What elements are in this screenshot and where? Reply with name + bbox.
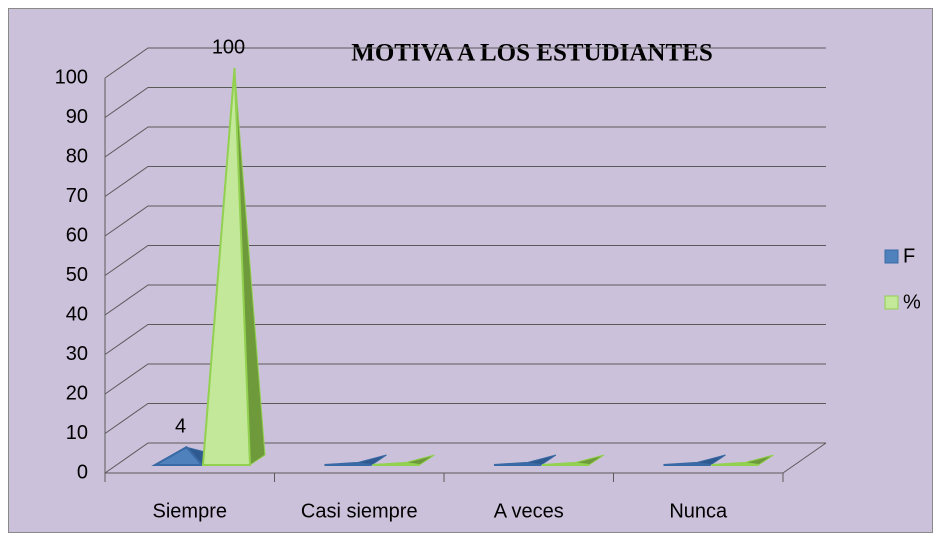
x-tick-label: Casi siempre bbox=[301, 500, 418, 522]
grid-line bbox=[104, 47, 826, 79]
y-tick-label: 20 bbox=[66, 382, 88, 404]
pyramid-front bbox=[324, 461, 372, 466]
x-tick-label: A veces bbox=[494, 500, 564, 522]
y-tick-label: 100 bbox=[55, 66, 88, 88]
legend-label: F bbox=[903, 245, 915, 267]
grid-line bbox=[104, 87, 826, 118]
y-tick-label: 90 bbox=[66, 106, 88, 128]
pyramid bbox=[663, 454, 726, 466]
pyramid-front bbox=[493, 461, 542, 466]
pyramid-front bbox=[711, 461, 759, 466]
pyramid bbox=[541, 454, 605, 466]
pyramid bbox=[201, 67, 266, 466]
chart-title: MOTIVA A LOS ESTUDIANTES bbox=[351, 40, 712, 67]
y-tick-label: 10 bbox=[66, 422, 88, 444]
data-label: 4 bbox=[175, 415, 186, 437]
grid-line bbox=[104, 166, 826, 197]
pyramid bbox=[151, 445, 219, 466]
pyramid bbox=[324, 454, 387, 466]
data-label: 100 bbox=[212, 36, 245, 58]
grid-line bbox=[104, 205, 826, 237]
legend-swatch bbox=[884, 249, 899, 264]
y-tick-label: 70 bbox=[66, 185, 88, 207]
floor-edge bbox=[782, 442, 827, 474]
grid-line bbox=[104, 284, 826, 316]
grid-line bbox=[104, 324, 826, 355]
grid-line bbox=[104, 403, 826, 434]
legend-label: % bbox=[903, 291, 921, 313]
pyramid-front bbox=[151, 445, 205, 466]
grid-line bbox=[104, 442, 826, 474]
y-tick-label: 50 bbox=[66, 264, 88, 286]
pyramid bbox=[372, 454, 435, 466]
grid-line bbox=[104, 363, 826, 395]
y-tick-label: 80 bbox=[66, 145, 88, 167]
pyramid bbox=[493, 454, 557, 466]
y-tick-label: 40 bbox=[66, 303, 88, 325]
pyramid-front bbox=[541, 461, 590, 466]
pyramid-front bbox=[663, 461, 711, 466]
grid-line bbox=[104, 245, 826, 276]
x-tick-label: Nunca bbox=[669, 500, 728, 522]
legend-swatch bbox=[884, 295, 899, 310]
y-tick-label: 60 bbox=[66, 224, 88, 246]
pyramid bbox=[711, 454, 774, 466]
y-tick-label: 30 bbox=[66, 343, 88, 365]
pyramid-front bbox=[201, 67, 252, 466]
grid-line bbox=[104, 126, 826, 158]
x-tick-label: Siempre bbox=[153, 500, 227, 522]
chart-background bbox=[8, 8, 933, 533]
pyramid-front bbox=[372, 461, 420, 466]
y-tick-label: 0 bbox=[77, 461, 88, 483]
